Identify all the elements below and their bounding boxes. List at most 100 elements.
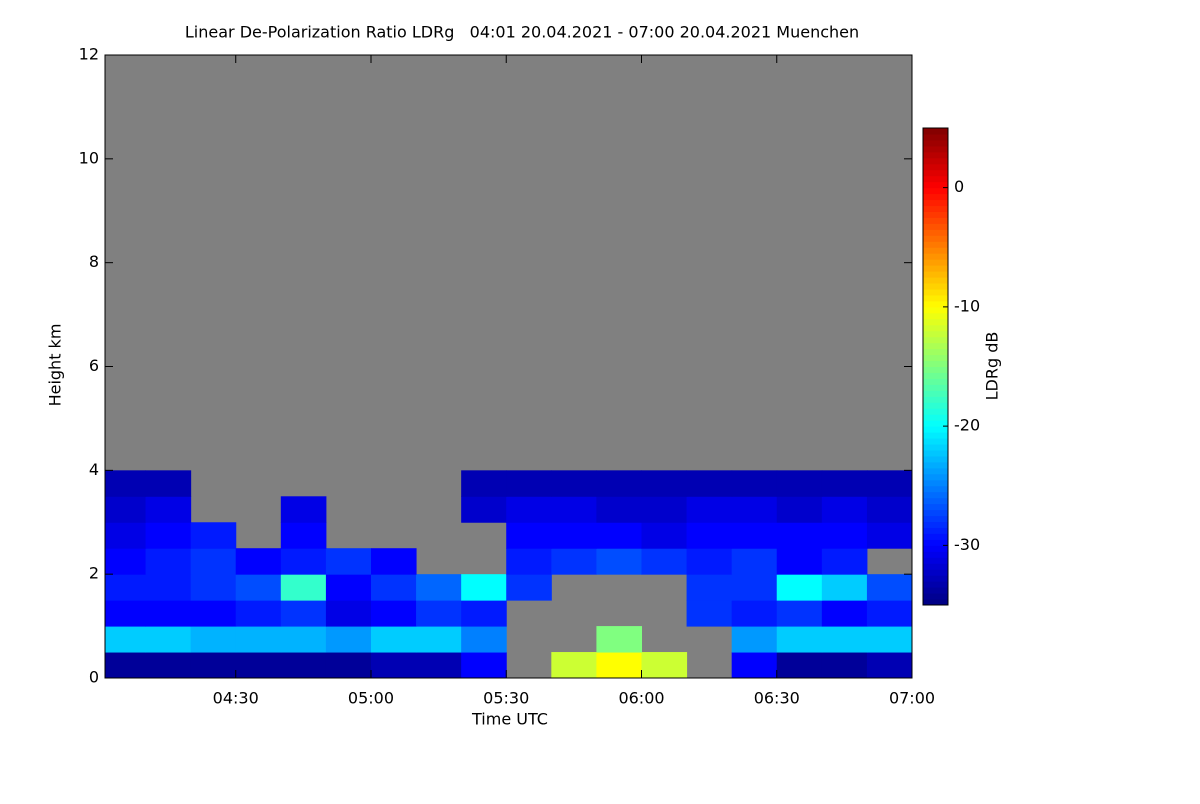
heatmap-cell bbox=[866, 470, 912, 497]
colorbar-step bbox=[923, 187, 948, 195]
colorbar-step bbox=[923, 509, 948, 517]
colorbar-step bbox=[923, 527, 948, 534]
colorbar-step bbox=[923, 515, 948, 523]
heatmap-cell bbox=[105, 496, 147, 523]
colorbar-step bbox=[923, 217, 948, 224]
colorbar-step bbox=[923, 497, 948, 505]
colorbar-step bbox=[923, 569, 948, 576]
y-tick-label: 8 bbox=[89, 252, 99, 271]
heatmap-cell bbox=[821, 548, 868, 575]
heatmap-cell bbox=[506, 522, 552, 549]
heatmap-cell bbox=[596, 548, 643, 575]
colorbar-step bbox=[923, 455, 948, 463]
colorbar-step bbox=[923, 133, 948, 141]
colorbar-step bbox=[923, 563, 948, 570]
colorbar-step bbox=[923, 265, 948, 272]
heatmap-cell bbox=[370, 574, 417, 601]
colorbar-step bbox=[923, 438, 948, 445]
colorbar-step bbox=[923, 241, 948, 248]
heatmap-cell bbox=[596, 626, 643, 653]
heatmap-cell bbox=[641, 548, 688, 575]
colorbar-step bbox=[923, 247, 948, 254]
heatmap-cell bbox=[280, 548, 327, 575]
heatmap-cell bbox=[280, 652, 327, 678]
heatmap-cell bbox=[551, 522, 597, 549]
heatmap-cell bbox=[325, 574, 372, 601]
heatmap-cell bbox=[776, 522, 823, 549]
colorbar-step bbox=[923, 390, 948, 397]
heatmap-cell bbox=[596, 470, 643, 497]
heatmap-cell bbox=[776, 470, 823, 497]
colorbar-step bbox=[923, 151, 948, 159]
heatmap-cell bbox=[731, 548, 778, 575]
heatmap-cell bbox=[866, 574, 912, 601]
heatmap-cell bbox=[190, 600, 237, 627]
heatmap-cell bbox=[866, 600, 912, 627]
colorbar-step bbox=[923, 300, 948, 308]
colorbar-step bbox=[923, 288, 948, 296]
heatmap-cells bbox=[105, 470, 912, 678]
heatmap-cell bbox=[416, 626, 462, 653]
heatmap-cell bbox=[821, 470, 868, 497]
heatmap-cell bbox=[506, 470, 552, 497]
heatmap-cell bbox=[506, 496, 552, 523]
heatmap-cell bbox=[596, 652, 643, 678]
heatmap-cell bbox=[190, 522, 237, 549]
heatmap-cell bbox=[145, 626, 192, 653]
colorbar-step bbox=[923, 169, 948, 177]
heatmap-cell bbox=[551, 496, 597, 523]
colorbar-step bbox=[923, 557, 948, 564]
x-tick-label: 06:00 bbox=[618, 689, 664, 708]
heatmap-cell bbox=[370, 548, 417, 575]
colorbar-step bbox=[923, 473, 948, 481]
heatmap-cell bbox=[325, 626, 372, 653]
heatmap-cell bbox=[686, 548, 733, 575]
x-tick-label: 04:30 bbox=[213, 689, 259, 708]
heatmap-cell bbox=[145, 470, 192, 497]
heatmap-cell bbox=[325, 652, 372, 678]
x-tick-label: 07:00 bbox=[889, 689, 935, 708]
heatmap-cell bbox=[280, 522, 327, 549]
heatmap-cell bbox=[821, 574, 868, 601]
heatmap-cell bbox=[416, 600, 462, 627]
heatmap-cell bbox=[105, 600, 147, 627]
colorbar-step bbox=[923, 271, 948, 278]
colorbar-step bbox=[923, 479, 948, 487]
heatmap-cell bbox=[776, 626, 823, 653]
heatmap-cell bbox=[776, 600, 823, 627]
colorbar-step bbox=[923, 599, 948, 606]
heatmap-cell bbox=[370, 600, 417, 627]
colorbar-step bbox=[923, 366, 948, 373]
heatmap-cell bbox=[461, 652, 507, 678]
heatmap-cell bbox=[686, 470, 733, 497]
heatmap-cell bbox=[866, 626, 912, 653]
heatmap-cell bbox=[190, 574, 237, 601]
y-axis-label: Height km bbox=[46, 324, 65, 407]
colorbar-tick-label: 0 bbox=[954, 177, 964, 196]
colorbar-step bbox=[923, 545, 948, 552]
heatmap-cell bbox=[641, 470, 688, 497]
colorbar-step bbox=[923, 581, 948, 588]
heatmap-cell bbox=[506, 574, 552, 601]
colorbar-step bbox=[923, 360, 948, 367]
colorbar-step bbox=[923, 354, 948, 362]
heatmap-cell bbox=[731, 522, 778, 549]
heatmap-cell bbox=[105, 652, 147, 678]
heatmap-cell bbox=[280, 496, 327, 523]
heatmap-cell bbox=[551, 652, 597, 678]
heatmap-cell bbox=[866, 496, 912, 523]
heatmap-cell bbox=[686, 496, 733, 523]
colorbar-step bbox=[923, 336, 948, 344]
colorbar-frame bbox=[922, 127, 949, 606]
heatmap-cell bbox=[731, 470, 778, 497]
colorbar-step bbox=[923, 503, 948, 511]
y-tick-label: 12 bbox=[79, 45, 99, 64]
colorbar-step bbox=[923, 205, 948, 212]
colorbar-step bbox=[923, 312, 948, 320]
heatmap-cell bbox=[686, 574, 733, 601]
heatmap-cell bbox=[551, 548, 597, 575]
heatmap-cell bbox=[641, 522, 688, 549]
colorbar-step bbox=[923, 181, 948, 189]
colorbar-step bbox=[923, 485, 948, 493]
